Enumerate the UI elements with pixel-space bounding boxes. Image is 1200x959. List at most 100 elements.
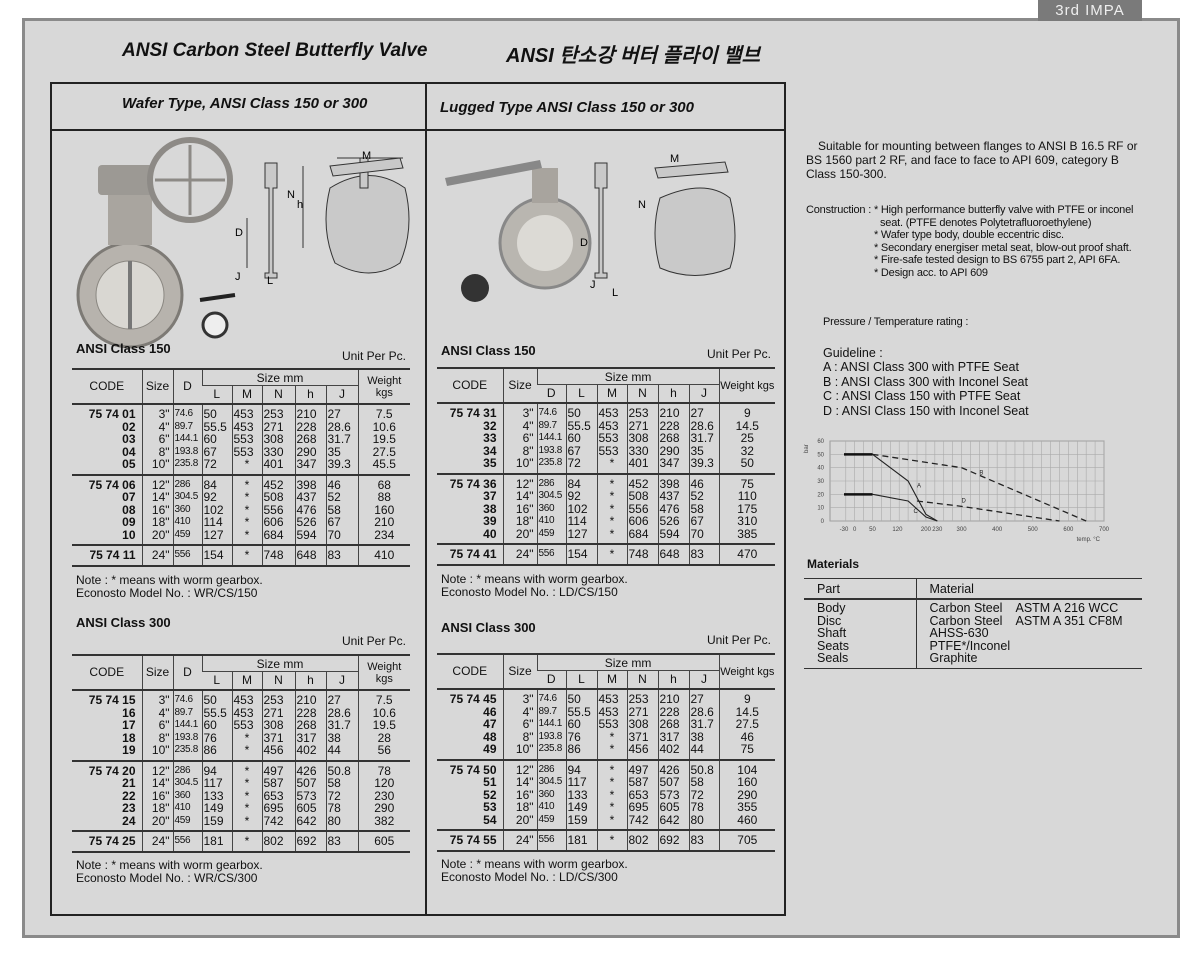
- column-header: N: [626, 384, 658, 403]
- table-cell: 27.5: [718, 718, 776, 731]
- table-cell: 14.5: [718, 705, 776, 718]
- table-cell: 39.3: [688, 457, 720, 474]
- table-cell: 508: [626, 490, 658, 503]
- table-cell: 75 74 31: [449, 406, 497, 420]
- table-cell: 526: [657, 515, 689, 528]
- x-tick-label: 400: [992, 527, 1003, 533]
- row-group: 75 74 36 12" 286 84 * 452 398 46 75 37 14" 304.5 92 *…: [437, 473, 776, 544]
- model-number: Econosto Model No. : LD/CS/150: [441, 585, 618, 599]
- x-tick-label: 600: [1063, 527, 1074, 533]
- table-cell: 653: [261, 789, 295, 802]
- table-cell: 453: [231, 690, 262, 707]
- table-cell: 402: [657, 743, 689, 760]
- table-cell: 31.7: [325, 433, 359, 446]
- guideline-item: A : ANSI Class 300 with PTFE Seat: [823, 360, 1019, 374]
- table-row: 75 74 50 12" 286 94 * 497 426 50.8 104: [437, 759, 776, 777]
- table-cell: 144.1: [172, 719, 202, 732]
- column-header: h: [294, 671, 326, 690]
- table-row: 40 20" 459 127 * 684 594 70 385: [437, 527, 776, 544]
- table-cell: 14": [502, 490, 537, 503]
- table-cell: 234: [357, 528, 411, 545]
- table-row: 32 4" 89.7 55.5 453 271 228 28.6 14.5: [437, 419, 776, 432]
- column-header: J: [688, 384, 720, 403]
- table-cell: 748: [626, 544, 658, 565]
- table-cell: 127: [565, 527, 597, 544]
- table-cell: 67: [688, 515, 720, 528]
- table-cell: *: [596, 813, 627, 830]
- table-cell: 402: [294, 744, 326, 761]
- table-cell: 17: [122, 718, 136, 732]
- table-cell: 67: [325, 516, 359, 529]
- table-cell: 50: [201, 690, 232, 707]
- table-cell: 347: [657, 457, 689, 474]
- title-korean: ANSI 탄소강 버터 플라이 밸브: [506, 45, 761, 67]
- table-cell: 74.6: [536, 689, 566, 706]
- table-cell: 605: [294, 802, 326, 815]
- table-cell: 50.8: [325, 760, 359, 777]
- table-cell: 102: [201, 503, 232, 516]
- table-cell: 19: [122, 743, 136, 757]
- column-header: h: [294, 385, 326, 404]
- model-number: Econosto Model No. : LD/CS/300: [441, 870, 618, 884]
- guideline-item: B : ANSI Class 300 with Inconel Seat: [823, 374, 1028, 389]
- table-cell: 75 74 41: [449, 547, 497, 561]
- table-cell: 75 74 50: [449, 762, 497, 777]
- table-cell: 228: [657, 419, 689, 432]
- table-cell: 8": [141, 731, 173, 744]
- table-cell: 308: [626, 718, 658, 731]
- table-cell: 24": [502, 544, 537, 565]
- table-cell: 74.6: [172, 404, 202, 421]
- table-cell: 67: [201, 445, 232, 458]
- table-cell: 75 74 11: [89, 548, 136, 562]
- table-cell: 78: [357, 760, 411, 777]
- row-group: 75 74 41 24" 556 154 * 748 648 83 470: [437, 544, 776, 565]
- table-row: 39 18" 410 114 * 606 526 67 310: [437, 515, 776, 528]
- table-cell: *: [231, 731, 262, 744]
- table-cell: 24": [141, 545, 173, 566]
- table-cell: 28: [357, 731, 411, 744]
- table-row: 24 20" 459 159 * 742 642 80 382: [72, 814, 411, 831]
- row-group: 75 74 25 24" 556 181 * 802 692 83 605: [72, 831, 411, 852]
- section-title: ANSI Class 300: [441, 620, 536, 635]
- table-cell: 6": [502, 432, 537, 445]
- table-cell: 556: [626, 502, 658, 515]
- table-cell: 04: [122, 444, 136, 459]
- table-cell: 83: [325, 831, 359, 852]
- table-cell: *: [596, 830, 627, 851]
- column-header: Size: [141, 655, 173, 690]
- table-cell: 56: [357, 744, 411, 761]
- table-row: 22 16" 360 133 * 653 573 72 230: [72, 789, 411, 802]
- table-cell: 453: [596, 419, 627, 432]
- table-cell: 10.6: [357, 706, 411, 719]
- table-cell: 27: [688, 689, 720, 706]
- table-cell: *: [596, 743, 627, 760]
- table-cell: 09: [122, 515, 136, 529]
- table-cell: 553: [231, 433, 262, 446]
- table-cell: *: [596, 473, 627, 490]
- table-cell: *: [596, 515, 627, 528]
- dim-J: J: [235, 271, 241, 283]
- table-cell: 21: [122, 776, 136, 790]
- table-cell: 802: [261, 831, 295, 852]
- table-cell: 605: [357, 831, 411, 852]
- table-cell: 470: [718, 544, 776, 565]
- table-row: 33 6" 144.1 60 553 308 268 31.7 25: [437, 432, 776, 445]
- group-header: Size mm: [536, 368, 720, 385]
- construction-label: Construction :: [806, 204, 872, 216]
- table-cell: 317: [657, 730, 689, 743]
- table-cell: 268: [294, 433, 326, 446]
- column-header: J: [325, 385, 359, 404]
- table-cell: 253: [626, 689, 658, 706]
- table-cell: 10": [502, 457, 537, 474]
- table-cell: 587: [626, 776, 658, 789]
- table-cell: *: [231, 545, 262, 566]
- table-cell: 46: [325, 474, 359, 491]
- table-row: 54 20" 459 159 * 742 642 80 460: [437, 813, 776, 830]
- table-cell: 03: [122, 432, 136, 446]
- table-row: 05 10" 235.8 72 * 401 347 39.3 45.5: [72, 458, 411, 475]
- table-cell: 553: [596, 444, 627, 457]
- table-cell: 50: [565, 403, 597, 420]
- table-cell: 452: [626, 473, 658, 490]
- table-cell: 459: [172, 814, 202, 831]
- table-cell: 27.5: [357, 445, 411, 458]
